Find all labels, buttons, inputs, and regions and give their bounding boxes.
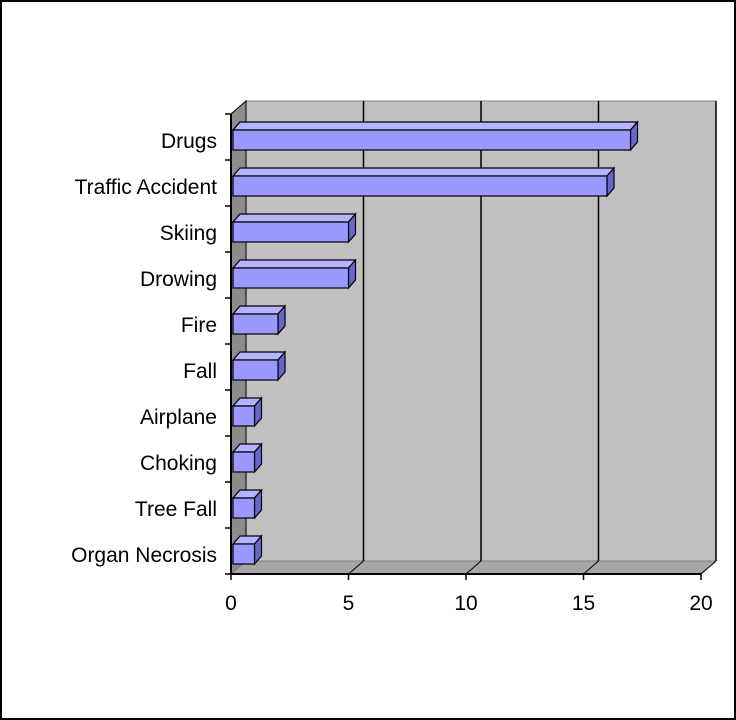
- bar-front-face: [232, 129, 632, 151]
- bar-top-face: [231, 351, 287, 361]
- bar-top-face: [231, 213, 357, 223]
- bar-drowing: [231, 258, 357, 290]
- bar-airplane: [231, 396, 263, 428]
- category-label: Skiing: [160, 222, 217, 245]
- x-tick-label-20: 20: [689, 592, 712, 615]
- floor-gridline-5: [348, 560, 364, 575]
- x-tick-label-15: 15: [572, 592, 595, 615]
- bar-top-face: [231, 167, 616, 177]
- bar-front-face: [232, 451, 256, 473]
- bar-front-face: [232, 405, 256, 427]
- category-label: Tree Fall: [135, 498, 217, 521]
- floor-gridline-15: [583, 560, 599, 575]
- floor-gridline-10: [465, 560, 482, 575]
- bar-front-face: [232, 175, 608, 197]
- bar-top-face: [231, 121, 639, 131]
- bar-choking: [231, 442, 263, 474]
- bar-top-face: [231, 259, 357, 269]
- bar-top-face: [231, 305, 287, 315]
- category-label: Choking: [140, 452, 217, 475]
- bar-organ-necrosis: [231, 534, 263, 566]
- bar-fire: [231, 304, 287, 336]
- category-label: Organ Necrosis: [71, 544, 217, 567]
- x-tick-label-10: 10: [454, 592, 477, 615]
- bar-front-face: [232, 313, 279, 335]
- bar-tree-fall: [231, 488, 263, 520]
- bar-traffic-accident: [231, 166, 616, 198]
- bar-front-face: [232, 543, 256, 565]
- bar-front-face: [232, 267, 350, 289]
- bar-front-face: [232, 221, 350, 243]
- category-label: Airplane: [140, 406, 217, 429]
- bar-drugs: [231, 120, 639, 152]
- category-label: Traffic Accident: [75, 176, 218, 199]
- bar-front-face: [232, 497, 256, 519]
- category-label: Drugs: [161, 130, 217, 153]
- x-tick-label-0: 0: [225, 592, 237, 615]
- bar-skiing: [231, 212, 357, 244]
- bar-fall: [231, 350, 287, 382]
- bar-front-face: [232, 359, 279, 381]
- x-tick-label-5: 5: [343, 592, 355, 615]
- floor-gridline-20: [700, 560, 717, 575]
- category-label: Fire: [181, 314, 217, 337]
- category-label: Drowing: [140, 268, 217, 291]
- category-label: Fall: [183, 360, 217, 383]
